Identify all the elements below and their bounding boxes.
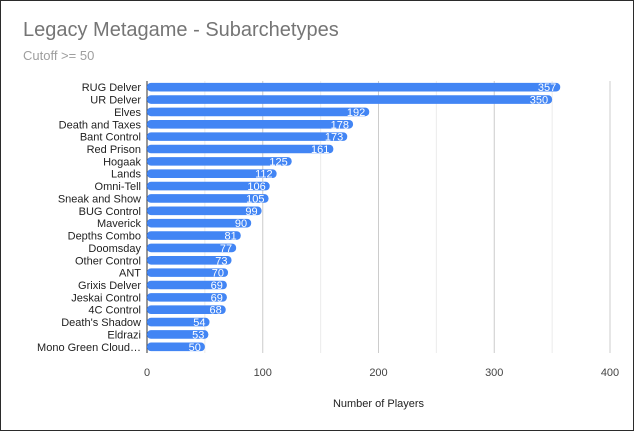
x-tick-label: 400 bbox=[601, 367, 619, 379]
data-label: 112 bbox=[255, 169, 273, 181]
data-label: 105 bbox=[246, 193, 264, 205]
bar bbox=[147, 243, 237, 253]
x-tick-label: 300 bbox=[485, 367, 503, 379]
chart-title: Legacy Metagame - Subarchetypes bbox=[23, 19, 339, 41]
data-label: 125 bbox=[269, 156, 287, 168]
bar bbox=[147, 95, 553, 104]
data-label: 178 bbox=[331, 119, 349, 131]
data-label: 192 bbox=[347, 107, 365, 119]
x-axis-title: Number of Players bbox=[333, 398, 425, 410]
bar bbox=[147, 255, 232, 265]
data-label: 53 bbox=[192, 329, 204, 341]
data-label: 77 bbox=[220, 243, 232, 255]
x-tick-label: 100 bbox=[254, 367, 272, 379]
bar bbox=[147, 107, 370, 117]
x-tick-label: 0 bbox=[144, 367, 150, 379]
data-label: 90 bbox=[235, 218, 247, 230]
category-label: Depths Combo bbox=[68, 231, 141, 243]
bar bbox=[147, 194, 269, 203]
bar bbox=[147, 305, 226, 315]
category-label: Omni-Tell bbox=[95, 181, 141, 193]
bar bbox=[147, 206, 262, 216]
bar bbox=[147, 231, 241, 240]
category-label: Death's Shadow bbox=[61, 317, 141, 329]
data-label: 81 bbox=[225, 231, 237, 243]
category-label: Jeskai Control bbox=[71, 292, 141, 304]
category-label: Sneak and Show bbox=[58, 193, 141, 205]
category-label: Hogaak bbox=[103, 156, 141, 168]
bar bbox=[147, 119, 354, 129]
category-label: Bant Control bbox=[80, 132, 141, 144]
category-label: Red Prison bbox=[87, 144, 141, 156]
bar bbox=[147, 317, 210, 327]
bar bbox=[147, 181, 270, 191]
bar bbox=[147, 157, 292, 166]
data-label: 161 bbox=[311, 144, 329, 156]
data-label: 69 bbox=[211, 292, 223, 304]
category-label: RUG Delver bbox=[82, 82, 142, 94]
data-label: 173 bbox=[325, 132, 343, 144]
category-label: Other Control bbox=[75, 255, 141, 267]
x-tick-label: 200 bbox=[369, 367, 387, 379]
category-label: UR Delver bbox=[90, 95, 141, 107]
category-label: ANT bbox=[119, 268, 141, 280]
data-label: 73 bbox=[215, 255, 227, 267]
category-label: Maverick bbox=[97, 218, 142, 230]
bar bbox=[147, 144, 334, 154]
data-label: 99 bbox=[245, 206, 257, 218]
data-label: 68 bbox=[209, 305, 221, 317]
category-label: Grixis Delver bbox=[78, 280, 141, 292]
bar bbox=[147, 280, 227, 290]
data-label: 357 bbox=[538, 82, 556, 94]
category-label: 4C Control bbox=[88, 305, 141, 317]
data-label: 70 bbox=[212, 268, 224, 280]
data-label: 50 bbox=[189, 342, 201, 354]
bar bbox=[147, 82, 561, 92]
category-label: Lands bbox=[111, 169, 141, 181]
bar bbox=[147, 293, 227, 302]
bar bbox=[147, 342, 205, 352]
category-label: Elves bbox=[114, 107, 141, 119]
chart-subtitle: Cutoff >= 50 bbox=[23, 48, 95, 63]
bar bbox=[147, 330, 209, 339]
bar bbox=[147, 169, 277, 179]
category-label: Mono Green Cloud… bbox=[37, 342, 141, 354]
data-label: 69 bbox=[211, 280, 223, 292]
category-label: Doomsday bbox=[88, 243, 141, 255]
bar bbox=[147, 268, 229, 277]
data-label: 54 bbox=[193, 317, 205, 329]
bar bbox=[147, 132, 348, 141]
data-label: 106 bbox=[247, 181, 265, 193]
category-label: Eldrazi bbox=[107, 329, 141, 341]
category-label: Death and Taxes bbox=[59, 119, 142, 131]
data-label: 350 bbox=[530, 95, 548, 107]
category-label: BUG Control bbox=[79, 206, 141, 218]
bar bbox=[147, 218, 252, 228]
